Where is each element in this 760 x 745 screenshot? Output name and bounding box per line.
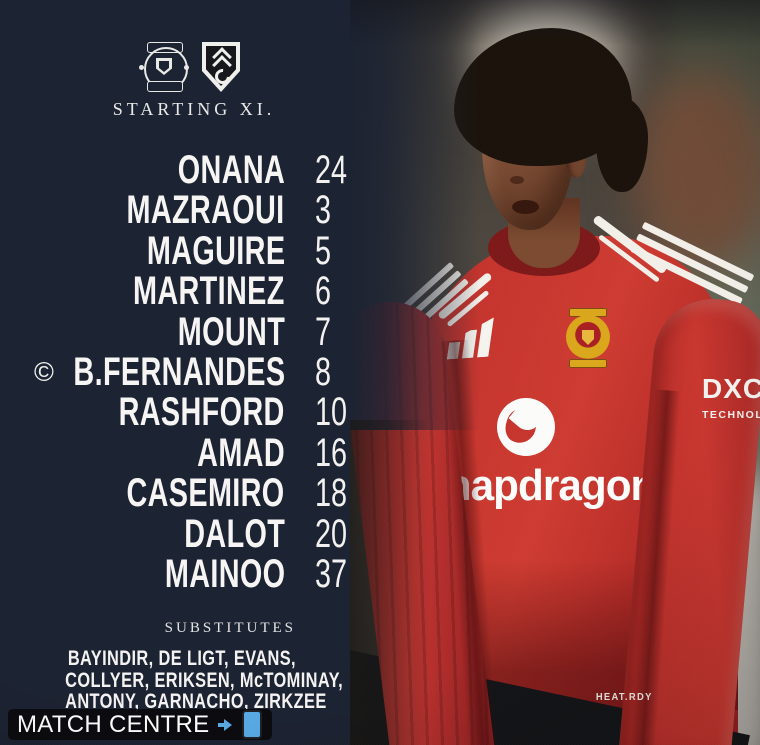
player-photo: Snapdragon DXC TECHNOLOGY HEAT.RDY [350,0,760,745]
manchester-united-chest-crest-icon [565,306,611,370]
player-name: ONANA [177,148,285,192]
dxc-logo: DXC [702,373,760,404]
manchester-united-crest-icon [139,42,189,92]
lineup-panel: STARTING XI. ONANA 24 MAZRAOUI 3 MAGUIRE… [0,0,380,745]
match-centre-label: MATCH CENTRE [17,711,210,738]
panel-blend-gradient [350,0,760,46]
starting-xi-title: STARTING XI. [112,99,276,119]
player-number: 16 [315,430,348,475]
lineup-row: RASHFORD 10 [0,390,380,435]
lineup-row-captain: © B.FERNANDES 8 [0,349,380,394]
player-name: DALOT [184,511,285,556]
substitutes-section: SUBSTITUTES BAYINDIR, DE LIGT, EVANS, CO… [0,620,344,713]
player-number: 5 [315,228,332,273]
starting-lineup-list: ONANA 24 MAZRAOUI 3 MAGUIRE 5 MARTINEZ 6… [0,148,380,596]
player-number: 37 [315,551,348,596]
substitutes-heading: SUBSTITUTES [164,620,296,636]
lineup-row: DALOT 20 [0,511,380,556]
match-centre-button[interactable]: MATCH CENTRE [8,709,273,740]
sleeve-sponsor-patch: DXC TECHNOLOGY [702,373,760,422]
player-name: MOUNT [177,309,285,354]
player-name: MAZRAOUI [126,188,285,233]
player-number: 20 [315,511,348,556]
player-name: MAINOO [164,551,285,596]
player-number: 18 [315,471,348,516]
heat-rdy-label: HEAT.RDY [595,692,653,703]
substitutes-line: ANTONY, GARNACHO, ZIRKZEE [65,690,327,713]
mouth [512,200,539,214]
lineup-row: MAZRAOUI 3 [0,188,380,233]
panel-blend-gradient [350,420,430,745]
club-crests [0,42,380,92]
lineup-row: MAINOO 37 [0,551,380,596]
arrow-into-phone-icon [218,717,233,733]
lineup-row: MARTINEZ 6 [0,269,380,314]
nose-shadow [510,176,524,184]
lineup-row: CASEMIRO 18 [0,471,380,516]
fulham-crest-icon [202,42,240,92]
lineup-row: MAGUIRE 5 [0,228,380,273]
substitutes-line: COLLYER, ERIKSEN, McTOMINAY, [65,668,344,692]
lineup-row: ONANA 24 [0,148,380,192]
lineup-row: AMAD 16 [0,430,380,475]
player-hair-twists [596,96,648,192]
lineup-row: MOUNT 7 [0,309,380,354]
player-number: 7 [315,309,332,354]
player-name: MARTINEZ [133,269,285,314]
player-number: 8 [315,349,332,394]
player-number: 6 [315,269,332,314]
player-name: RASHFORD [118,390,285,435]
player-name: MAGUIRE [146,228,285,273]
captain-icon: © [34,356,54,387]
player-number: 3 [315,188,332,233]
background-blur-blob [632,70,760,270]
mobile-phone-icon [242,710,263,739]
snapdragon-logo-icon [497,398,555,456]
panel-blend-gradient [350,0,480,430]
player-number: 24 [315,148,348,192]
player-number: 10 [315,390,348,435]
substitutes-line: BAYINDIR, DE LIGT, EVANS, [67,647,296,670]
player-name: CASEMIRO [126,471,285,516]
player-name: AMAD [197,430,285,475]
player-name: B.FERNANDES [73,349,285,394]
